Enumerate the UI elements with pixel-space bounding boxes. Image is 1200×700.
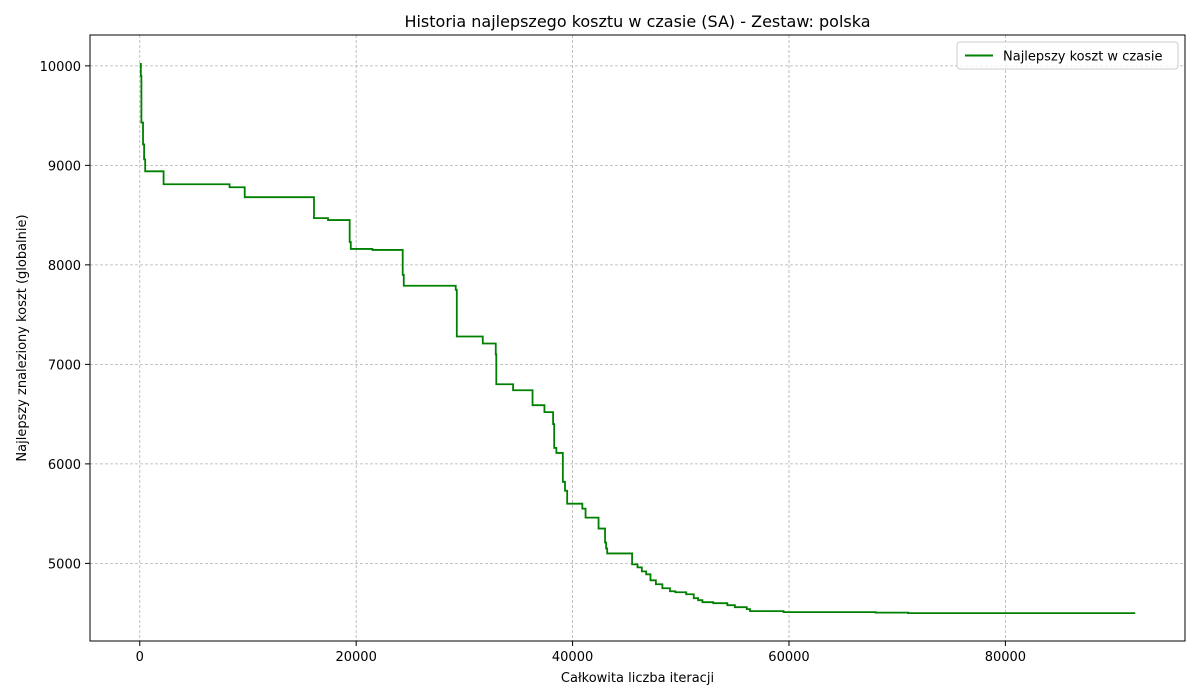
plot-area bbox=[139, 62, 1136, 615]
y-axis-label: Najlepszy znaleziony koszt (globalnie) bbox=[15, 214, 30, 461]
x-tick-label: 40000 bbox=[552, 650, 593, 665]
plot-frame bbox=[89, 34, 1186, 642]
grid bbox=[90, 35, 1185, 641]
legend: Najlepszy koszt w czasie bbox=[956, 41, 1179, 70]
x-tick-label: 0 bbox=[136, 650, 144, 665]
y-tick-label: 8000 bbox=[48, 259, 81, 274]
x-tick-label: 20000 bbox=[335, 650, 376, 665]
x-tick-label: 80000 bbox=[985, 650, 1026, 665]
x-tick-label: 60000 bbox=[768, 650, 809, 665]
y-tick-label: 6000 bbox=[48, 458, 81, 473]
legend-label: Najlepszy koszt w czasie bbox=[1003, 50, 1163, 65]
y-tick-label: 7000 bbox=[48, 358, 81, 373]
axis-ticks: 0 20000 40000 60000 80000 5000 6000 7000 8000 900… bbox=[40, 60, 1026, 665]
chart-title: Historia najlepszego kosztu w czasie (SA… bbox=[404, 12, 870, 31]
y-tick-label: 9000 bbox=[48, 159, 81, 174]
y-tick-label: 5000 bbox=[48, 557, 81, 572]
y-tick-label: 10000 bbox=[40, 60, 81, 75]
series-line bbox=[139, 62, 1136, 615]
x-axis-label: Całkowita liczba iteracji bbox=[561, 671, 714, 686]
legend-box bbox=[956, 41, 1179, 70]
